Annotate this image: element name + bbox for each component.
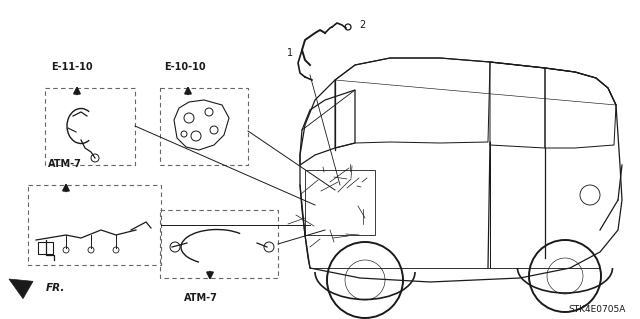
Text: ATM-7: ATM-7 — [184, 293, 218, 303]
Text: 2: 2 — [359, 20, 365, 30]
Text: E-11-10: E-11-10 — [51, 62, 93, 72]
Text: FR.: FR. — [46, 283, 65, 293]
Polygon shape — [9, 279, 33, 299]
Text: ATM-7: ATM-7 — [48, 159, 82, 169]
Text: STK4E0705A: STK4E0705A — [568, 306, 626, 315]
Text: E-10-10: E-10-10 — [164, 62, 205, 72]
Text: 1: 1 — [287, 48, 293, 58]
